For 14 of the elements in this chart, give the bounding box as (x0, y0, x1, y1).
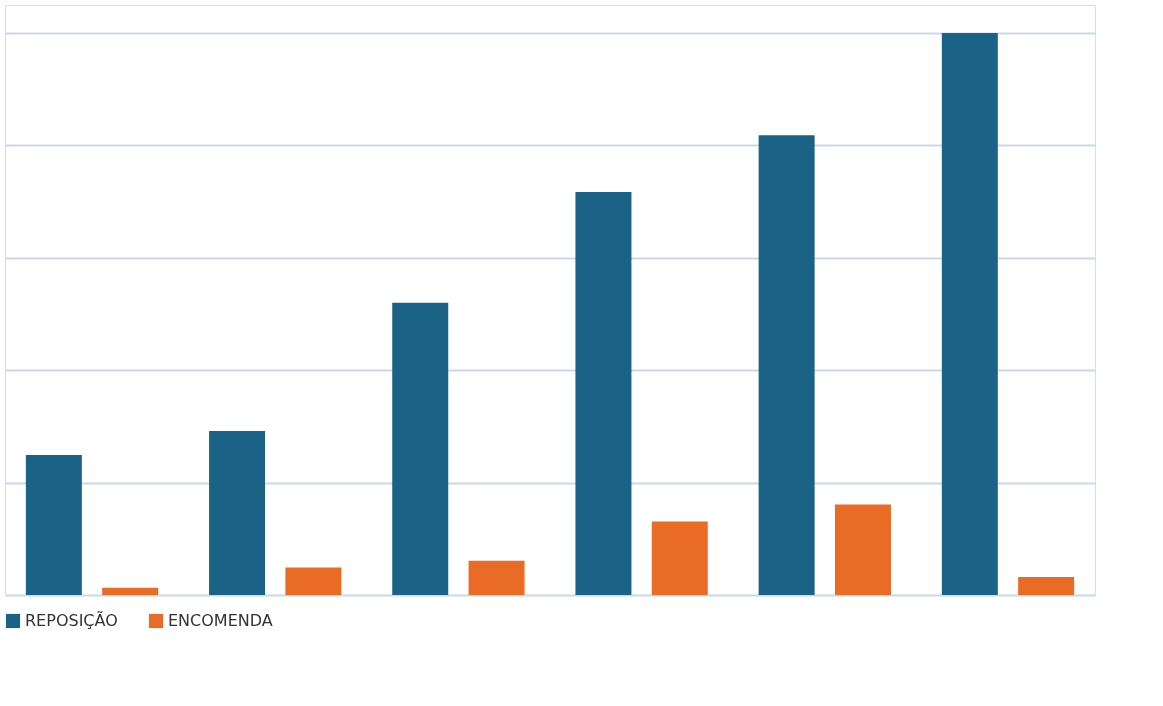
bar (758, 135, 815, 595)
bar (102, 587, 159, 595)
bar (209, 430, 266, 595)
legend-label: ENCOMENDA (168, 611, 273, 630)
legend-label: REPOSIÇÃO (25, 611, 118, 630)
bar (941, 33, 998, 595)
bar (651, 521, 708, 595)
bar (25, 455, 82, 595)
bar (575, 192, 632, 595)
bar (285, 567, 342, 595)
bar (834, 504, 891, 595)
bar (468, 560, 525, 595)
bar (392, 302, 449, 595)
bar (1018, 577, 1075, 595)
